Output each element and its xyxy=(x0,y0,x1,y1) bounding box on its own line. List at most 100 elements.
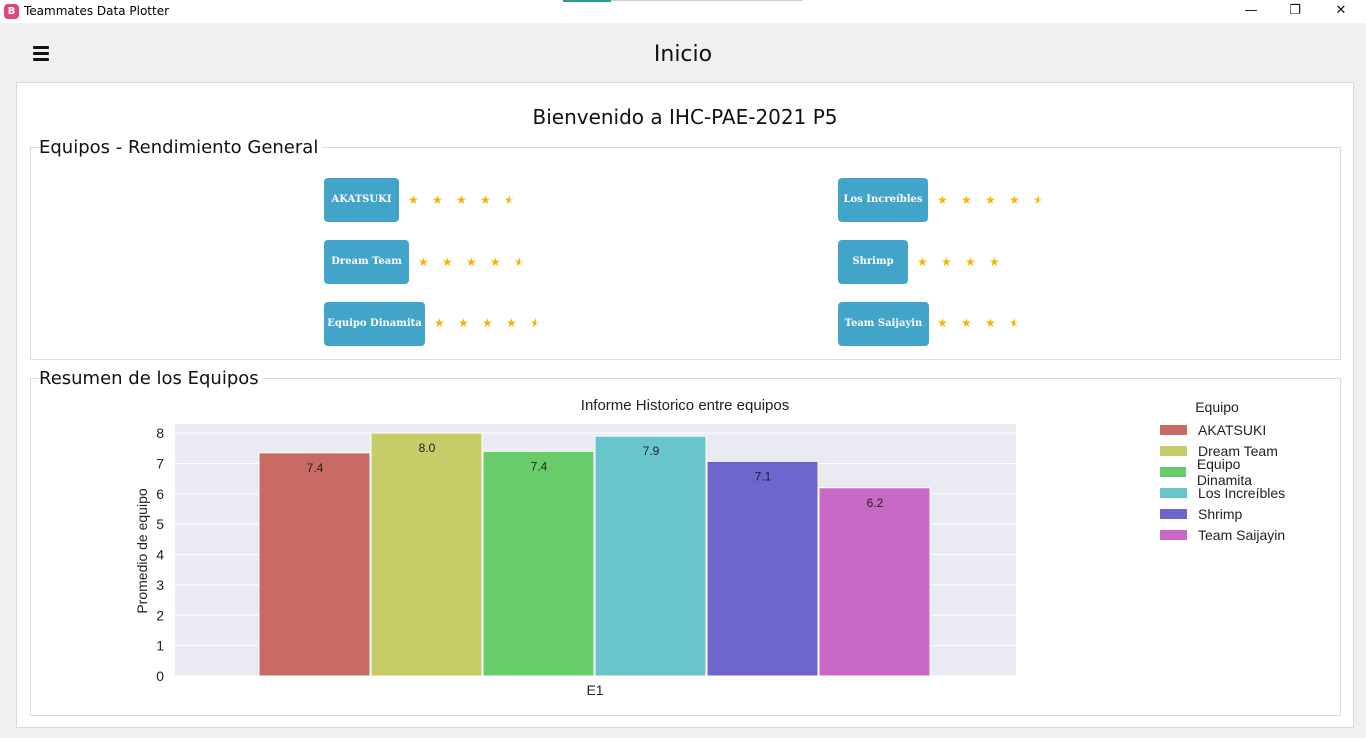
rating-stars-dream-team: ★ ★ ★ ★ ★ xyxy=(418,254,526,270)
star-icon: ★ xyxy=(985,316,996,330)
app-logo-icon: B xyxy=(4,4,19,19)
legend-swatch xyxy=(1160,508,1187,519)
ratings-group-title: Equipos - Rendimiento General xyxy=(39,137,323,158)
chart-legend: Equipo AKATSUKI Dream Team Equipo Dinamita… xyxy=(1145,399,1295,545)
summary-group-title: Resumen de los Equipos xyxy=(39,368,263,389)
star-icon: ★ xyxy=(418,255,429,269)
y-tick-label: 2 xyxy=(156,607,164,623)
y-axis-label: Promedio de equipo xyxy=(134,488,150,614)
close-button[interactable]: ✕ xyxy=(1335,3,1347,18)
legend-swatch xyxy=(1160,445,1187,456)
page-title: Inicio xyxy=(653,42,713,67)
minimize-button[interactable]: — xyxy=(1244,3,1258,18)
half-star-icon: ★ xyxy=(1009,316,1020,330)
legend-item: Equipo Dinamita xyxy=(1145,456,1295,488)
legend-item: Dream Team xyxy=(1145,440,1295,461)
window-title-bar: B Teammates Data Plotter — ❐ ✕ xyxy=(0,0,1366,23)
title-bar-accent xyxy=(563,0,611,2)
star-icon: ★ xyxy=(941,255,952,269)
legend-item: Shrimp xyxy=(1145,503,1295,524)
star-icon: ★ xyxy=(917,255,928,269)
bar-dream-team xyxy=(370,432,483,677)
legend-title: Equipo xyxy=(1195,399,1239,415)
y-tick-label: 4 xyxy=(156,547,164,563)
rating-stars-team-saijayin: ★ ★ ★ ★ xyxy=(937,315,1021,331)
star-icon: ★ xyxy=(965,255,976,269)
bar-team-saijayin xyxy=(818,487,931,677)
y-tick-label: 0 xyxy=(156,668,164,684)
bar-equipo-dinamita xyxy=(482,450,595,677)
team-button-team-saijayin[interactable]: Team Saijayin xyxy=(838,302,929,346)
title-bar-divider xyxy=(611,0,803,1)
legend-swatch xyxy=(1160,529,1187,540)
legend-label: Shrimp xyxy=(1198,505,1243,522)
star-icon: ★ xyxy=(458,316,469,330)
bar-shrimp xyxy=(706,460,819,677)
legend-label: Team Saijayin xyxy=(1198,526,1286,543)
star-icon: ★ xyxy=(434,316,445,330)
team-button-los-increibles[interactable]: Los Increíbles xyxy=(838,178,928,222)
y-tick-label: 6 xyxy=(156,486,164,502)
welcome-heading: Bienvenido a IHC-PAE-2021 P5 xyxy=(532,105,838,129)
summary-groupbox: Resumen de los Equipos xyxy=(30,368,1341,716)
star-icon: ★ xyxy=(1009,193,1020,207)
bar-data-label: 7.4 xyxy=(307,461,324,475)
half-star-icon: ★ xyxy=(504,193,515,207)
half-star-icon: ★ xyxy=(1033,193,1044,207)
y-tick-label: 8 xyxy=(156,425,164,441)
legend-item: AKATSUKI xyxy=(1145,419,1295,440)
y-tick-label: 1 xyxy=(156,638,164,654)
restore-button[interactable]: ❐ xyxy=(1289,3,1301,18)
legend-label: Dream Team xyxy=(1198,442,1278,459)
legend-swatch xyxy=(1160,424,1187,435)
y-tick-label: 7 xyxy=(156,455,164,471)
team-button-dream-team[interactable]: Dream Team xyxy=(324,240,409,284)
star-icon: ★ xyxy=(961,316,972,330)
rating-stars-akatsuki: ★ ★ ★ ★ ★ xyxy=(408,192,516,208)
legend-label: Los Increíbles xyxy=(1198,484,1286,501)
bar-data-label: 8.0 xyxy=(419,441,436,455)
team-button-akatsuki[interactable]: AKATSUKI xyxy=(324,178,399,222)
legend-label: AKATSUKI xyxy=(1198,421,1267,438)
star-icon: ★ xyxy=(480,193,491,207)
star-icon: ★ xyxy=(456,193,467,207)
legend-item: Los Increíbles xyxy=(1145,482,1295,503)
bar-data-label: 6.2 xyxy=(867,496,884,510)
bar-data-label: 7.9 xyxy=(643,444,660,458)
star-icon: ★ xyxy=(432,193,443,207)
star-icon: ★ xyxy=(937,193,948,207)
star-icon: ★ xyxy=(937,316,948,330)
bar-akatsuki xyxy=(258,452,371,677)
legend-label: Equipo Dinamita xyxy=(1196,455,1253,488)
rating-stars-shrimp: ★ ★ ★ ★ xyxy=(917,254,1013,270)
ratings-groupbox: Equipos - Rendimiento General AKATSUKI ★… xyxy=(30,137,1341,360)
star-icon: ★ xyxy=(961,193,972,207)
rating-stars-los-increibles: ★ ★ ★ ★ ★ xyxy=(937,192,1045,208)
hamburger-menu-icon[interactable] xyxy=(33,46,49,62)
half-star-icon: ★ xyxy=(514,255,525,269)
chart-title: Informe Historico entre equipos xyxy=(581,397,789,414)
bar-los-increíbles xyxy=(594,435,707,677)
star-icon: ★ xyxy=(482,316,493,330)
team-button-shrimp[interactable]: Shrimp xyxy=(838,240,908,284)
bar-data-label: 7.1 xyxy=(755,469,772,483)
star-icon: ★ xyxy=(466,255,477,269)
star-icon: ★ xyxy=(490,255,501,269)
y-tick-label: 3 xyxy=(156,577,164,593)
star-icon: ★ xyxy=(989,255,1000,269)
y-tick-label: 5 xyxy=(156,516,164,532)
bar-data-label: 7.4 xyxy=(531,459,548,473)
star-icon: ★ xyxy=(506,316,517,330)
team-button-equipo-dinamita[interactable]: Equipo Dinamita xyxy=(324,302,425,346)
star-icon: ★ xyxy=(408,193,419,207)
star-icon: ★ xyxy=(442,255,453,269)
legend-swatch xyxy=(1160,487,1187,498)
half-star-icon: ★ xyxy=(530,316,541,330)
rating-stars-equipo-dinamita: ★ ★ ★ ★ ★ xyxy=(434,315,542,331)
star-icon: ★ xyxy=(985,193,996,207)
window-title: Teammates Data Plotter xyxy=(24,4,170,18)
legend-swatch xyxy=(1160,466,1186,477)
x-tick-label: E1 xyxy=(586,682,603,698)
legend-item: Team Saijayin xyxy=(1145,524,1295,545)
